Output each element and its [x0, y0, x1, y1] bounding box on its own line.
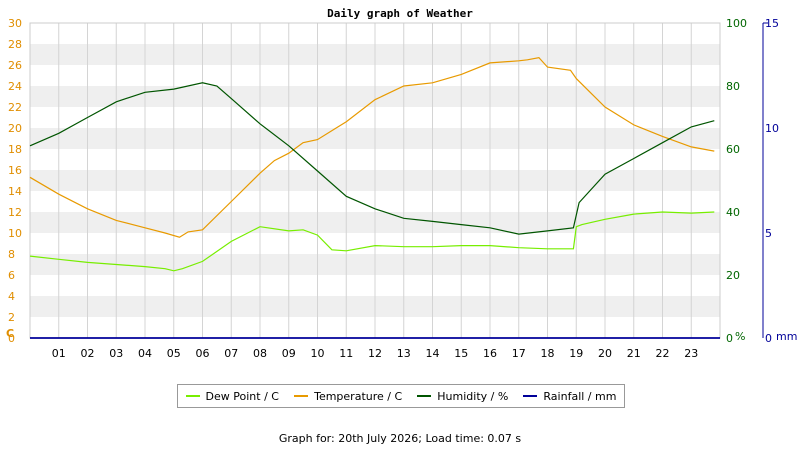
x-tick-label: 07: [224, 347, 238, 360]
legend-item-rainfall: Rainfall / mm: [523, 390, 616, 403]
left-tick-label: 4: [8, 290, 15, 303]
x-tick-label: 09: [282, 347, 296, 360]
x-axis-ticks: 01 02 03 04 05 06 07 08 09 10 11 12 13 14 15 16 17 18 19 20…: [52, 347, 699, 360]
dew-point-swatch: [185, 395, 200, 397]
legend-label: Humidity / %: [437, 389, 509, 403]
x-tick-label: 17: [512, 347, 526, 360]
x-tick-label: 01: [52, 347, 66, 360]
left-tick-label: 10: [8, 227, 22, 240]
rainfall-tick-label: 15: [765, 17, 779, 30]
humidity-axis-ticks: 0 20 40 60 80 100: [726, 17, 747, 345]
series-line-1: [29, 56, 715, 238]
humidity-axis-unit: %: [735, 330, 745, 343]
chart-title: Daily graph of Weather: [327, 7, 473, 20]
x-tick-label: 18: [541, 347, 555, 360]
x-tick-label: 22: [656, 347, 670, 360]
legend-label: Dew Point / C: [205, 389, 279, 403]
axes-group: [30, 22, 768, 339]
left-tick-label: 28: [8, 38, 22, 51]
rainfall-tick-label: 0: [765, 332, 772, 345]
left-tick-label: 20: [8, 122, 22, 135]
left-tick-label: 18: [8, 143, 22, 156]
humidity-tick-label: 20: [726, 269, 740, 282]
humidity-tick-label: 80: [726, 80, 740, 93]
left-tick-label: 8: [8, 248, 15, 261]
x-tick-label: 05: [167, 347, 181, 360]
left-tick-label: 16: [8, 164, 22, 177]
vertical-gridlines: [58, 23, 692, 338]
x-tick-label: 02: [81, 347, 95, 360]
x-tick-label: 15: [454, 347, 468, 360]
rainfall-axis-unit: mm: [776, 330, 797, 343]
rainfall-axis-ticks: 0 5 10 15: [765, 17, 779, 345]
left-tick-label: 0: [8, 332, 15, 345]
x-tick-label: 10: [311, 347, 325, 360]
x-tick-label: 06: [196, 347, 210, 360]
rainfall-swatch: [523, 395, 538, 397]
legend-item-temperature: Temperature / C: [294, 390, 402, 403]
x-tick-label: 13: [397, 347, 411, 360]
legend-label: Temperature / C: [314, 389, 403, 403]
series-line-0: [29, 211, 715, 272]
x-tick-label: 23: [684, 347, 698, 360]
x-tick-label: 19: [569, 347, 583, 360]
legend: Dew Point / C Temperature / C Humidity /…: [177, 384, 625, 408]
series-line-2: [29, 82, 715, 235]
x-tick-label: 08: [253, 347, 267, 360]
x-tick-label: 16: [483, 347, 497, 360]
legend-item-humidity: Humidity / %: [417, 390, 508, 403]
humidity-tick-label: 40: [726, 206, 740, 219]
left-tick-label: 30: [8, 17, 22, 30]
left-tick-label: 22: [8, 101, 22, 114]
footer-status: Graph for: 20th July 2026; Load time: 0.…: [278, 432, 522, 445]
rainfall-tick-label: 10: [765, 122, 779, 135]
humidity-tick-label: 60: [726, 143, 740, 156]
x-tick-label: 20: [598, 347, 612, 360]
humidity-swatch: [417, 395, 432, 397]
x-tick-label: 11: [339, 347, 353, 360]
left-tick-label: 2: [8, 311, 15, 324]
humidity-tick-label: 0: [726, 332, 733, 345]
humidity-tick-label: 100: [726, 17, 747, 30]
left-tick-label: 6: [8, 269, 15, 282]
x-tick-label: 04: [138, 347, 152, 360]
left-axis-unit: C: [6, 327, 14, 340]
left-tick-label: 26: [8, 59, 22, 72]
rainfall-tick-label: 5: [765, 227, 772, 240]
left-tick-label: 12: [8, 206, 22, 219]
temperature-swatch: [294, 395, 309, 397]
left-tick-label: 24: [8, 80, 22, 93]
x-tick-label: 14: [426, 347, 440, 360]
legend-item-dew-point: Dew Point / C: [185, 389, 279, 403]
legend-label: Rainfall / mm: [543, 389, 617, 403]
x-tick-label: 21: [627, 347, 641, 360]
x-tick-label: 12: [368, 347, 382, 360]
left-tick-label: 14: [8, 185, 22, 198]
x-tick-label: 03: [109, 347, 123, 360]
